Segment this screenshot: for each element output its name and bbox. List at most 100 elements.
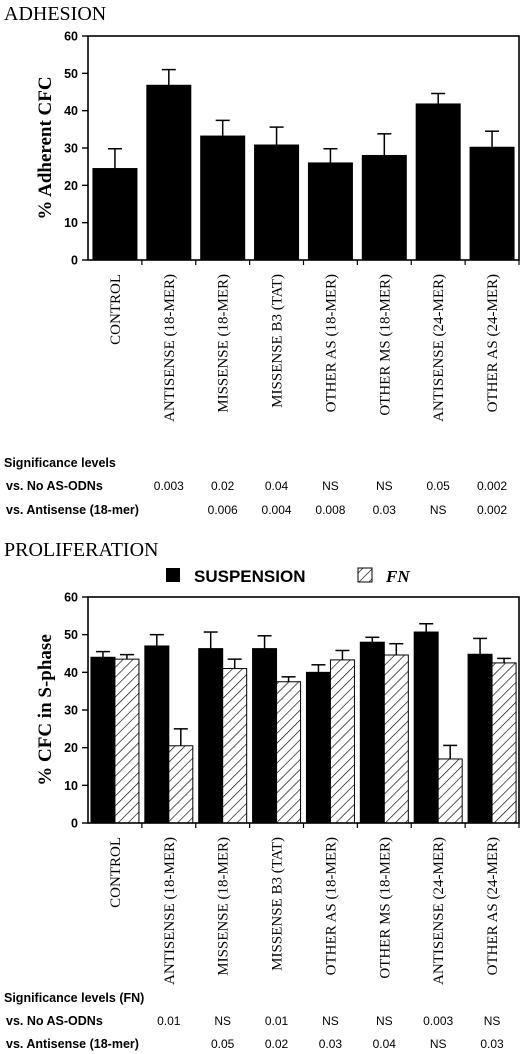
adhesion-sig-row2-label: vs. Antisense (18-mer) (6, 503, 139, 517)
proliferation-error-bar-1-6 (365, 636, 380, 643)
proliferation-section-title: PROLIFERATION (4, 539, 158, 561)
proliferation-y-tick-label-60: 60 (64, 591, 78, 605)
adhesion-chart: % Adherent CFC 0 10 20 30 40 50 60 CONTROL ANTIS… (35, 30, 520, 422)
proliferation-x-label-3: MISSENSE (18-MER) (216, 837, 232, 976)
proliferation-x-label-8: OTHER AS (24-MER) (485, 837, 501, 975)
proliferation-significance-values: 0.01 NS 0.01 NS NS 0.003 NS 0.05 0.02 0.03 0.04 NS 0… (157, 1014, 504, 1051)
adhesion-bar-1-5 (307, 162, 353, 261)
proliferation-bar-2-8 (491, 662, 517, 824)
proliferation-sig-r1-c4: NS (322, 1014, 339, 1028)
adhesion-sig-r2-c6: NS (430, 503, 447, 517)
proliferation-x-label-6: OTHER MS (18-MER) (377, 837, 393, 979)
adhesion-bar-1-4 (254, 144, 300, 261)
proliferation-sig-r2-c6: NS (430, 1037, 447, 1051)
adhesion-error-bar-1-3 (215, 119, 230, 137)
proliferation-sig-r1-c1: 0.01 (157, 1014, 181, 1028)
proliferation-sig-r2-c3: 0.02 (265, 1037, 289, 1051)
adhesion-x-label-4: MISSENSE B3 (TAT) (270, 274, 286, 408)
proliferation-x-label-7: ANTISENSE (24-MER) (431, 837, 447, 985)
adhesion-error-bar-1-5 (323, 147, 338, 163)
adhesion-y-tick-label-10: 10 (64, 216, 78, 230)
proliferation-y-tick-label-30: 30 (64, 704, 78, 718)
adhesion-bar-1-2 (146, 84, 192, 261)
adhesion-sig-r2-c2: 0.006 (208, 503, 238, 517)
proliferation-error-bar-1-3 (203, 631, 218, 649)
adhesion-sig-r1-c3: 0.04 (265, 479, 289, 493)
proliferation-error-bar-2-5 (335, 649, 350, 660)
adhesion-x-label-2: ANTISENSE (18-MER) (162, 274, 178, 422)
adhesion-sig-r1-c4: NS (322, 479, 339, 493)
proliferation-error-bar-1-8 (473, 637, 488, 655)
legend-swatch-fn (357, 567, 373, 583)
legend-swatch-suspension (166, 568, 180, 582)
adhesion-y-tick-label-30: 30 (64, 142, 78, 156)
proliferation-y-tick-label-40: 40 (64, 666, 78, 680)
proliferation-bar-2-7 (437, 758, 463, 824)
proliferation-bar-1-6 (359, 641, 385, 824)
proliferation-error-bar-2-1 (119, 653, 134, 660)
proliferation-x-label-5: OTHER AS (18-MER) (323, 837, 339, 975)
proliferation-error-bar-2-8 (497, 657, 512, 663)
proliferation-sig-r2-c2: 0.05 (211, 1037, 235, 1051)
adhesion-sig-r2-c5: 0.03 (373, 503, 397, 517)
proliferation-error-bar-2-3 (227, 658, 242, 669)
proliferation-error-bar-1-1 (95, 650, 110, 658)
proliferation-bar-2-2 (168, 745, 194, 824)
proliferation-bar-1-1 (90, 656, 116, 824)
proliferation-sig-row2-label: vs. Antisense (18-mer) (6, 1037, 139, 1051)
proliferation-bar-2-1 (114, 658, 140, 824)
proliferation-bar-2-6 (383, 654, 409, 824)
proliferation-bar-1-2 (144, 645, 170, 824)
proliferation-significance-heading: Significance levels (FN) (4, 991, 144, 1005)
adhesion-y-tick-label-20: 20 (64, 179, 78, 193)
proliferation-y-tick-label-0: 0 (71, 817, 78, 831)
proliferation-sig-row1-label: vs. No AS-ODNs (6, 1014, 103, 1028)
proliferation-bar-2-3 (222, 668, 248, 824)
adhesion-error-bar-1-1 (107, 147, 122, 169)
proliferation-error-bar-2-4 (281, 676, 296, 682)
proliferation-sig-r1-c7: NS (484, 1014, 501, 1028)
adhesion-sig-r2-c4: 0.008 (315, 503, 345, 517)
adhesion-y-tick-label-0: 0 (71, 254, 78, 268)
proliferation-bar-2-5 (329, 659, 355, 824)
proliferation-chart: % CFC in S-phase 0 10 20 30 40 50 60 CONTROL ANT… (35, 591, 520, 985)
adhesion-sig-r2-c7: 0.002 (477, 503, 507, 517)
adhesion-sig-r1-c6: 0.05 (427, 479, 451, 493)
adhesion-error-bar-1-4 (269, 126, 284, 146)
proliferation-x-label-2: ANTISENSE (18-MER) (162, 837, 178, 985)
proliferation-sig-r2-c7: 0.03 (480, 1037, 504, 1051)
adhesion-bar-1-1 (92, 168, 138, 261)
proliferation-y-axis-label: % CFC in S-phase (35, 634, 56, 786)
adhesion-y-axis-label: % Adherent CFC (35, 76, 56, 219)
legend-label-suspension: SUSPENSION (194, 567, 305, 586)
proliferation-error-bar-1-2 (149, 633, 164, 646)
proliferation-bar-1-5 (305, 671, 331, 824)
adhesion-x-label-1: CONTROL (108, 274, 124, 345)
adhesion-sig-r1-c2: 0.02 (211, 479, 235, 493)
adhesion-x-label-6: OTHER MS (18-MER) (377, 274, 393, 416)
adhesion-y-tick-label-50: 50 (64, 67, 78, 81)
proliferation-error-bar-1-5 (311, 664, 326, 673)
proliferation-error-bar-2-7 (443, 744, 458, 759)
adhesion-sig-row1-label: vs. No AS-ODNs (6, 479, 103, 493)
proliferation-sig-r2-c4: 0.03 (319, 1037, 343, 1051)
adhesion-sig-r2-c3: 0.004 (262, 503, 292, 517)
proliferation-bar-2-4 (276, 681, 302, 824)
adhesion-error-bar-1-8 (485, 130, 500, 148)
adhesion-sig-r1-c7: 0.002 (477, 479, 507, 493)
proliferation-sig-r1-c6: 0.003 (423, 1014, 453, 1028)
adhesion-y-tick-label-60: 60 (64, 30, 78, 44)
adhesion-x-label-7: ANTISENSE (24-MER) (431, 274, 447, 422)
adhesion-error-bar-1-6 (377, 133, 392, 156)
legend-label-fn: FN (385, 567, 410, 586)
proliferation-error-bar-1-7 (419, 622, 434, 633)
proliferation-significance: Significance levels (FN) vs. No AS-ODNs … (4, 991, 504, 1051)
adhesion-bar-1-7 (415, 103, 461, 261)
proliferation-y-tick-label-20: 20 (64, 741, 78, 755)
proliferation-error-bar-2-2 (173, 728, 188, 746)
adhesion-y-tick-label-40: 40 (64, 104, 78, 118)
proliferation-x-label-1: CONTROL (108, 837, 124, 908)
adhesion-significance-heading: Significance levels (4, 456, 116, 470)
proliferation-legend: SUSPENSION FN (166, 567, 410, 586)
adhesion-bar-1-8 (469, 146, 515, 261)
